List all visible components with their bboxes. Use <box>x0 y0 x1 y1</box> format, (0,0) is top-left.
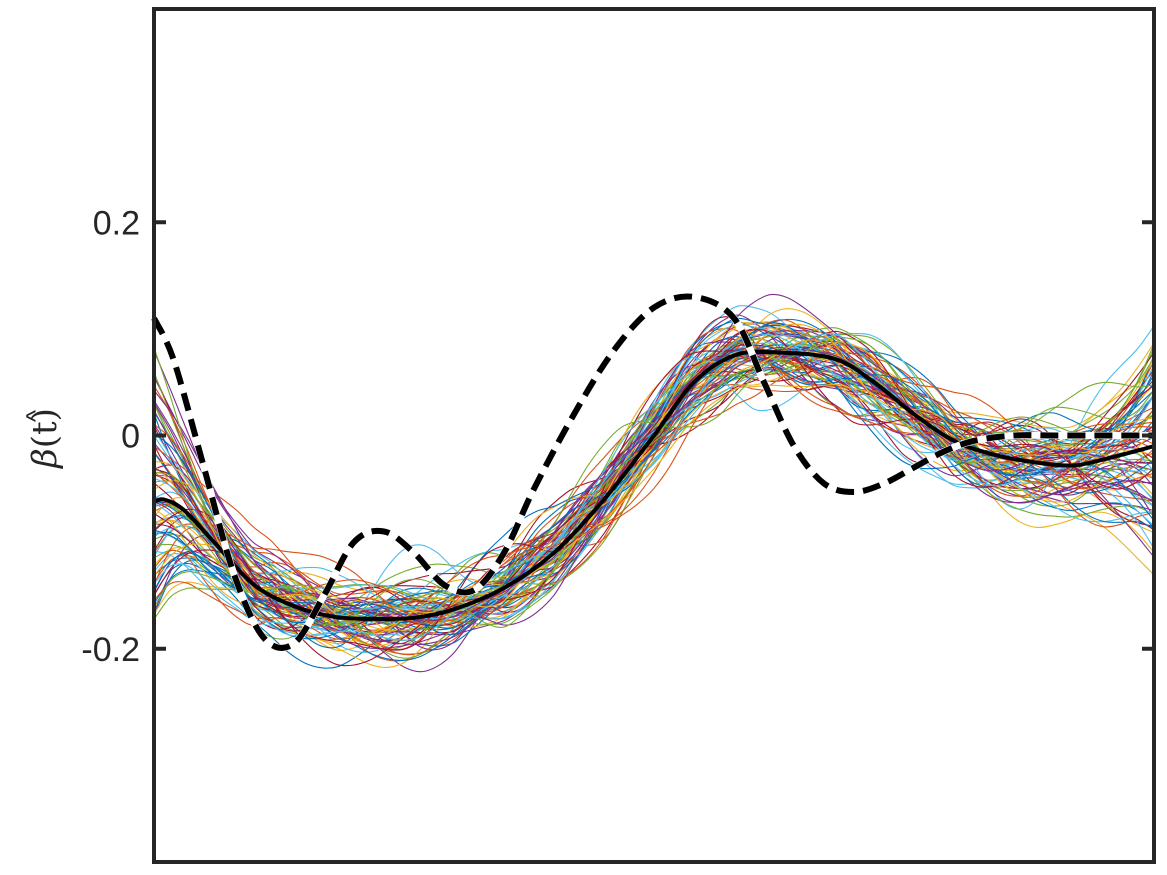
replicate-curve <box>153 359 1155 624</box>
replicate-curve <box>153 338 1155 640</box>
y-tick-label: 0 <box>121 418 140 456</box>
replicate-curve <box>153 355 1155 632</box>
replicate-curve <box>153 350 1155 629</box>
replicate-curve <box>153 316 1155 645</box>
replicate-curve <box>153 336 1155 628</box>
y-tick-label: -0.2 <box>81 631 140 669</box>
dashed-series-line <box>151 293 1155 651</box>
replicate-curves <box>153 293 1155 673</box>
y-axis-label: β(t) <box>25 408 65 470</box>
replicate-curve <box>153 347 1155 637</box>
y-tick-label: 0.2 <box>93 204 140 242</box>
replicate-curve <box>153 330 1155 667</box>
solid-series-line <box>153 349 1155 622</box>
series-layer <box>150 292 1155 652</box>
replicate-curve <box>153 321 1155 668</box>
replicate-curve <box>153 348 1155 646</box>
y-axis-label-argument: (t) <box>25 408 65 448</box>
y-axis-label-symbol: β <box>25 448 65 470</box>
replicate-curve <box>153 343 1155 659</box>
replicate-curve <box>153 305 1155 636</box>
replicate-curve <box>153 333 1155 641</box>
replicate-curve <box>153 329 1155 651</box>
y-axis-label-hat: ^ <box>20 409 50 422</box>
tick-layer: -0.2 0 0.2 <box>81 204 1154 669</box>
replicate-curve <box>153 383 1155 614</box>
replicate-curve <box>153 332 1155 608</box>
replicate-curve <box>153 322 1155 608</box>
